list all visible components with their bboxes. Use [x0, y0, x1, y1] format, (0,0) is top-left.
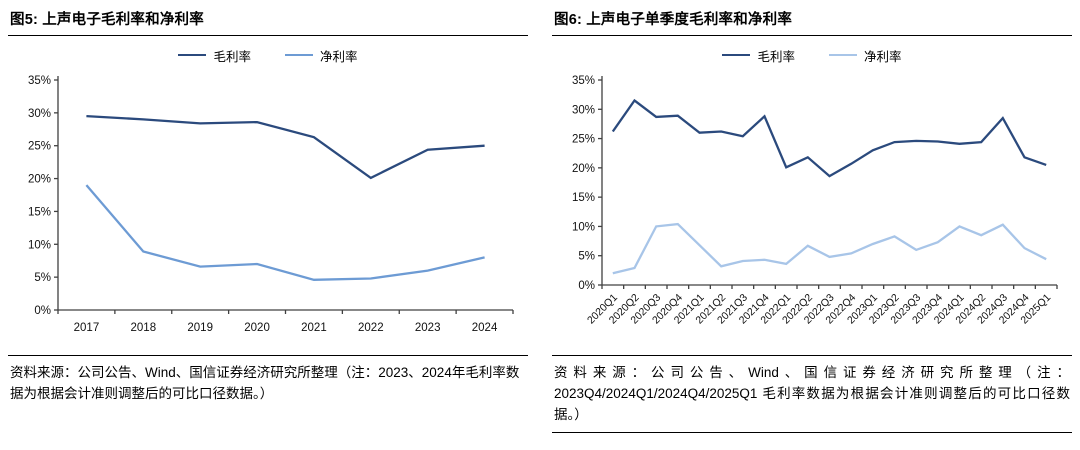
y-axis-tick-label: 20%	[572, 163, 595, 175]
y-axis-tick-label: 20%	[28, 174, 51, 186]
y-axis-tick-label: 5%	[34, 272, 51, 284]
legend-item-gross-margin-line: 毛利率	[722, 46, 795, 65]
figure5-legend: 毛利率 净利率	[8, 46, 528, 64]
legend-line-swatch	[829, 53, 857, 57]
x-axis-tick-label: 2020	[244, 322, 270, 334]
x-axis-tick-label: 2017	[74, 322, 100, 334]
figure6-panel: 图6: 上声电子单季度毛利率和净利率 毛利率 净利率 0% 5% 10% 15% 20% 2…	[552, 6, 1072, 433]
figure6-legend: 毛利率 净利率	[552, 46, 1072, 64]
x-axis-tick-label: 2024	[472, 322, 498, 334]
x-axis-tick-label: 2023	[415, 322, 441, 334]
y-axis-tick-label: 0%	[34, 305, 51, 317]
legend-label: 毛利率	[213, 49, 251, 64]
y-axis-tick-label: 10%	[572, 221, 595, 233]
gross-margin-line	[86, 114, 485, 180]
figure6-title: 图6: 上声电子单季度毛利率和净利率	[554, 12, 793, 28]
report-figures-row: 图5: 上声电子毛利率和净利率 毛利率 净利率 0% 5% 10% 15% 20% 25% 3…	[8, 6, 1072, 433]
y-axis-tick-label: 35%	[572, 75, 595, 87]
legend-line-swatch	[285, 53, 313, 57]
legend-line-swatch	[178, 53, 207, 57]
y-axis-tick-label: 30%	[28, 108, 51, 120]
legend-item-net-margin-line: 净利率	[285, 46, 358, 65]
y-axis-tick-label: 10%	[28, 239, 51, 251]
y-axis-tick-label: 15%	[572, 192, 595, 204]
x-axis-tick-label: 2022	[358, 322, 384, 334]
net-margin-line	[85, 184, 485, 281]
legend-item-net-margin-line: 净利率	[829, 46, 902, 65]
figure5-panel: 图5: 上声电子毛利率和净利率 毛利率 净利率 0% 5% 10% 15% 20% 25% 3…	[8, 6, 528, 433]
figure5-source-note: 资料来源：公司公告、Wind、国信证券经济研究所整理（注：2023、2024年毛…	[8, 355, 528, 411]
annual-margin-line-chart: 0% 5% 10% 15% 20% 25% 30% 35% 2017 2018 2019 2020 20…	[28, 75, 514, 334]
net-margin-line	[612, 222, 1047, 275]
x-axis-tick-label: 2019	[187, 322, 213, 334]
y-axis-tick-label: 25%	[572, 134, 595, 146]
y-axis-tick-label: 15%	[28, 206, 51, 218]
figure6-source-note: 资料来源：公司公告、Wind、国信证券经济研究所整理（注：2023Q4/2024…	[552, 355, 1072, 433]
legend-line-swatch	[722, 53, 751, 57]
y-axis-tick-label: 0%	[578, 280, 595, 292]
figure5-title-rule	[8, 35, 528, 36]
legend-item-gross-margin-line: 毛利率	[178, 46, 251, 65]
legend-label: 毛利率	[757, 49, 795, 64]
y-axis-tick-label: 25%	[28, 141, 51, 153]
legend-label: 净利率	[320, 49, 358, 64]
figure5-title: 图5: 上声电子毛利率和净利率	[10, 12, 204, 28]
x-axis-tick-label: 2018	[131, 322, 157, 334]
quarterly-margin-line-chart: 0%5%10%15%20%25%30%35%2020Q12020Q22020Q3…	[572, 75, 1058, 327]
gross-margin-line	[611, 98, 1047, 178]
y-axis-tick-label: 30%	[572, 104, 595, 116]
x-axis-tick-label: 2021	[301, 322, 327, 334]
y-axis-tick-label: 35%	[28, 75, 51, 87]
legend-label: 净利率	[864, 49, 902, 64]
figure6-title-rule	[552, 35, 1072, 36]
y-axis-tick-label: 5%	[578, 251, 595, 263]
